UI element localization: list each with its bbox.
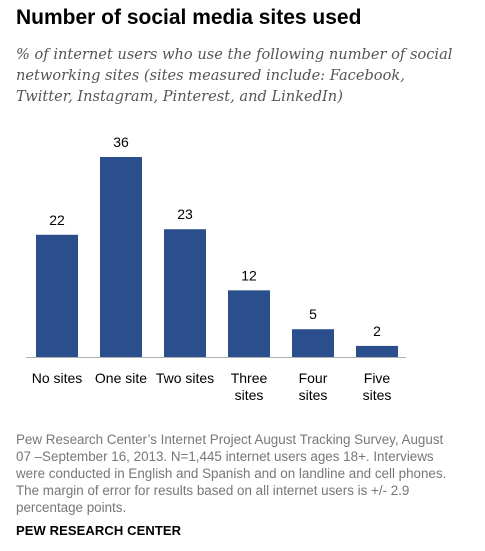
x-tick-label: No sites <box>32 370 83 386</box>
chart-subtitle: % of internet users who use the followin… <box>16 46 453 105</box>
bar <box>292 329 334 357</box>
data-label: 5 <box>309 306 317 322</box>
x-tick-label: Five sites <box>363 370 392 403</box>
x-tick-label: Four sites <box>299 370 328 403</box>
data-label: 2 <box>373 323 381 339</box>
chart-title: Number of social media sites used <box>16 6 362 29</box>
x-tick-label: Two sites <box>156 370 214 386</box>
x-tick-label: Three sites <box>231 370 268 403</box>
source-label: PEW RESEARCH CENTER <box>16 523 182 538</box>
data-label: 12 <box>241 267 257 283</box>
bar <box>100 157 142 357</box>
data-label: 36 <box>113 134 129 150</box>
bar <box>228 290 270 357</box>
data-label: 23 <box>177 206 193 222</box>
bar <box>356 345 398 357</box>
survey-notes: Pew Research Center’s Internet Project A… <box>16 432 447 515</box>
bar <box>164 229 206 357</box>
bar <box>36 234 78 357</box>
x-tick-label: One site <box>95 370 147 386</box>
data-label: 22 <box>49 212 65 228</box>
bar-chart: 22 No sites 36 One site 23 Two sites 12 Three si… <box>26 134 406 403</box>
